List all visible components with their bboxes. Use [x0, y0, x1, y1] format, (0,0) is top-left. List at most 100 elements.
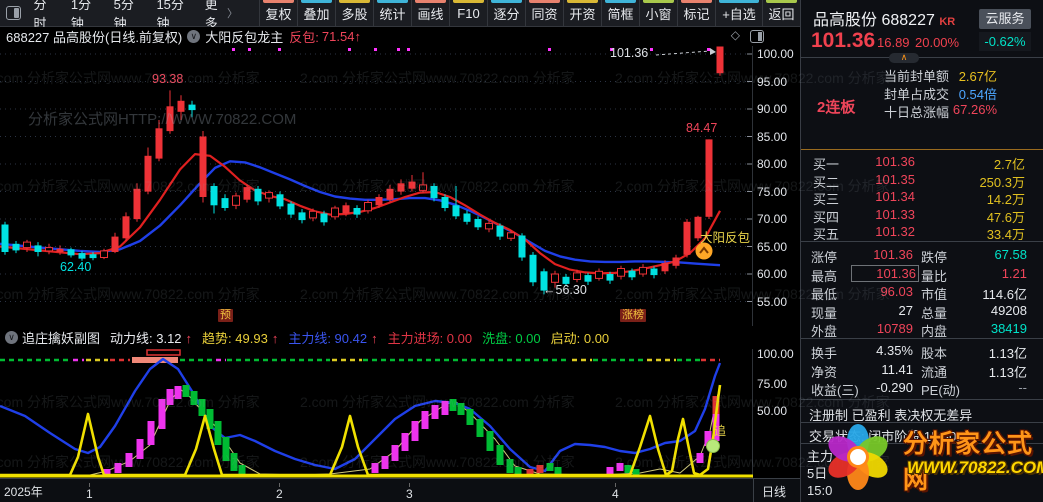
button-color-strip [766, 0, 797, 3]
collapse-chevron-icon[interactable]: ∨ [5, 331, 18, 344]
watermark-site-name: 分析家公式网 [903, 430, 1034, 494]
top-menubar: 分时 1分钟 5分钟 15分钟 更多 〉 复权 叠加 多股 统计 画线 F10 逐分 同资 开资 简框小… [0, 0, 800, 31]
seal-stat-label: 当前封单额 [883, 69, 949, 84]
divider [801, 399, 1043, 400]
menu-button-同资[interactable]: 同资 [525, 0, 563, 26]
seal-stat-value: 2.67亿 [958, 69, 997, 84]
info-label: 现量 [811, 305, 838, 321]
stock-code: 688227 [881, 12, 935, 29]
menu-button-复权[interactable]: 复权 [259, 0, 297, 26]
button-color-strip [339, 0, 370, 3]
menu-button-画线[interactable]: 画线 [411, 0, 449, 26]
button-color-strip [643, 0, 674, 3]
menu-more[interactable]: 更多 〉 [196, 0, 247, 31]
timeframe-4[interactable]: 15分钟 [156, 0, 184, 31]
chart-title-bar: 688227 品高股份(日线.前复权) ∨ 大阳反包龙主 反包: 71.54 ↑… [0, 27, 800, 46]
button-color-strip [719, 0, 759, 3]
price-axis-label: 85.00 [757, 129, 788, 144]
price-axis-label: 80.00 [757, 157, 788, 171]
button-color-strip [263, 0, 294, 3]
bid-label: 买四 [813, 209, 840, 225]
info-label: 市值 [921, 287, 948, 302]
info-label: PE(动) [921, 383, 961, 398]
menu-button-统计[interactable]: 统计 [373, 0, 411, 26]
collapse-notch-icon[interactable]: ∧ [889, 53, 919, 63]
price-axis-label: 90.00 [757, 102, 788, 116]
bid-amount: 250.3万 [979, 174, 1025, 190]
price-annotation: 93.38 [152, 72, 184, 86]
menu-button-返回[interactable]: 返回 [762, 0, 800, 26]
prev-pct-badge: -0.62% [979, 32, 1031, 51]
indicator-axis-label: 100.00 [757, 347, 794, 361]
stock-name-code: 品高股份 688227 KR [813, 6, 955, 30]
timeframe-3[interactable]: 5分钟 [113, 0, 134, 31]
menu-button-多股[interactable]: 多股 [335, 0, 373, 26]
info-value: -- [1018, 380, 1027, 395]
chart-tag-预[interactable]: 预 [218, 309, 233, 322]
info-value: 114.6亿 [982, 287, 1027, 302]
up-arrow-icon: ↑ [371, 331, 378, 346]
price-change: 16.89 [877, 35, 910, 50]
site-watermark-logo: 分析家公式网 WWW.70822.COM [815, 412, 1043, 500]
info-value: 27 [898, 302, 913, 318]
partial-row: 主力 [807, 449, 834, 464]
chart-tag-涨榜[interactable]: 涨榜 [620, 309, 646, 322]
cloud-service-button[interactable]: 云服务 [979, 9, 1031, 29]
menu-buttons-group: 复权 叠加 多股 统计 画线 F10 逐分 同资 开资 简框 小窗 标记 +自选 返回 [259, 0, 800, 26]
time-axis: 2025年 1 2 3 4 日线 [0, 478, 800, 502]
flower-logo-icon [819, 418, 897, 496]
info-value: 101.36 [851, 264, 919, 282]
price-annotation: 84.47 [686, 121, 718, 135]
period-label[interactable]: 日线 [762, 485, 787, 499]
bid-price: 101.36 [875, 154, 915, 169]
info-label: 最高 [811, 268, 838, 284]
button-color-strip [605, 0, 636, 3]
last-price: 101.36 [811, 29, 876, 52]
bid-amount: 47.6万 [986, 209, 1025, 225]
diamond-icon[interactable]: ◇ [730, 28, 748, 42]
bid-label: 买五 [813, 227, 840, 242]
button-color-strip [491, 0, 522, 3]
svg-text:追: 追 [714, 423, 726, 438]
menu-button-标记[interactable]: 标记 [677, 0, 715, 26]
indicator-chart[interactable]: 追 100.00 75.00 50.00 [0, 347, 800, 478]
menu-button-label: +自选 [722, 6, 756, 22]
info-label: 最低 [811, 287, 838, 302]
button-color-strip [301, 0, 332, 3]
indicator-values: 动力线: 3.12 ↑ 趋势: 49.93 ↑ 主力线: 90.42 ↑ 主力进场: 0.0… [104, 328, 613, 347]
main-price-chart[interactable]: 100.00 95.00 90.00 85.00 80.00 75.00 70.00 65.0… [0, 46, 800, 326]
info-value: 101.36 [873, 247, 913, 262]
menu-button-label: 返回 [768, 6, 795, 22]
listing-tags: 注册制 已盈利 表决权无差异 [809, 408, 973, 423]
flower-center [847, 446, 869, 468]
menu-button-逐分[interactable]: 逐分 [487, 0, 525, 26]
strategy-name: 大阳反包龙主 [205, 30, 284, 45]
bid-label: 买三 [813, 192, 840, 207]
button-color-strip [567, 0, 598, 3]
button-color-strip [681, 0, 712, 3]
info-label: 换手 [811, 346, 838, 361]
collapse-chevron-icon[interactable]: ∨ [187, 30, 201, 43]
info-label: 股本 [921, 346, 948, 361]
timeframe-2[interactable]: 1分钟 [70, 0, 92, 31]
window-layout-icon[interactable] [6, 6, 21, 20]
menu-button-F10[interactable]: F10 [449, 0, 487, 26]
info-value: 38419 [990, 321, 1027, 336]
bid-price: 101.33 [875, 206, 915, 222]
indicator-header: ∨ 追庄擒妖副图 动力线: 3.12 ↑ 趋势: 49.93 ↑ 主力线: 90.42 ↑… [0, 326, 800, 349]
menu-button-小窗[interactable]: 小窗 [639, 0, 677, 26]
menu-button-开资[interactable]: 开资 [563, 0, 601, 26]
price-axis-label: 75.00 [757, 184, 788, 199]
menu-button-叠加[interactable]: 叠加 [297, 0, 335, 26]
info-value: 49208 [990, 302, 1027, 318]
menu-button-简框[interactable]: 简框 [601, 0, 639, 26]
chevron-right-icon: 〉 [227, 8, 238, 20]
menu-button-+自选[interactable]: +自选 [715, 0, 762, 26]
split-window-icon[interactable] [750, 30, 764, 43]
bid-price: 101.32 [875, 224, 915, 239]
divider [801, 338, 1043, 339]
menu-button-label: 复权 [265, 6, 292, 22]
divider [801, 57, 1043, 58]
bid-price: 101.35 [875, 171, 915, 187]
timeframe-1[interactable]: 分时 [33, 0, 47, 31]
